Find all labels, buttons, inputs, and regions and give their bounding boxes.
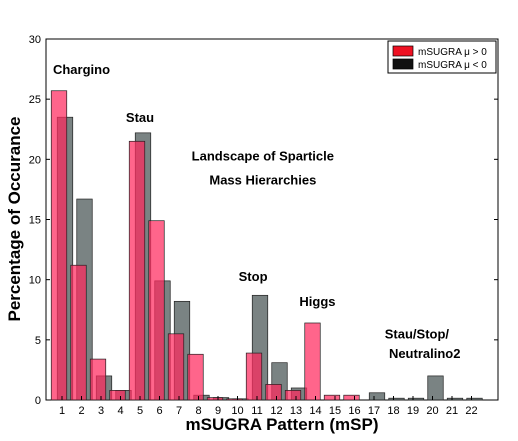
legend: mSUGRA μ > 0 mSUGRA μ < 0 bbox=[387, 40, 497, 74]
x-tick-label: 3 bbox=[98, 405, 104, 417]
bar-mu-positive-15 bbox=[323, 394, 341, 401]
bar-mu-positive-2 bbox=[70, 264, 87, 401]
x-tick-label: 9 bbox=[215, 405, 221, 417]
y-tick-label: 5 bbox=[35, 335, 41, 347]
y-tick-label: 25 bbox=[29, 94, 41, 106]
x-tick-label: 12 bbox=[270, 405, 282, 417]
bar-mu-negative-20 bbox=[427, 375, 444, 401]
annotation: Chargino bbox=[53, 62, 110, 77]
x-tick-label: 11 bbox=[251, 405, 262, 417]
x-tick-label: 14 bbox=[309, 405, 321, 417]
bar-mu-positive-12 bbox=[265, 384, 282, 401]
bar-mu-negative-22 bbox=[466, 397, 483, 401]
bar-mu-negative-21 bbox=[446, 397, 464, 401]
x-tick-label: 22 bbox=[465, 405, 477, 417]
x-tick-label: 1 bbox=[59, 405, 65, 417]
x-tick-label: 19 bbox=[407, 405, 419, 417]
bar-mu-negative-19 bbox=[407, 397, 425, 401]
x-tick-label: 18 bbox=[387, 405, 399, 417]
annotation: Neutralino2 bbox=[389, 346, 461, 361]
annotation: Stau bbox=[126, 110, 154, 125]
x-tick-label: 6 bbox=[156, 405, 162, 417]
bar-mu-positive-1 bbox=[50, 90, 68, 401]
legend-swatch bbox=[392, 58, 414, 70]
x-tick-label: 15 bbox=[329, 405, 341, 417]
bar-mu-positive-4 bbox=[109, 390, 126, 401]
legend-label: mSUGRA μ < 0 bbox=[418, 60, 487, 71]
x-tick-label: 16 bbox=[348, 405, 360, 417]
bar-mu-positive-8 bbox=[187, 353, 204, 401]
y-tick-label: 20 bbox=[29, 154, 41, 166]
plot-area bbox=[45, 38, 499, 401]
y-tick-label: 0 bbox=[35, 395, 41, 407]
annotations: Chargino Stau Landscape of Sparticle Mass H… bbox=[53, 62, 460, 361]
y-tick-label: 10 bbox=[29, 275, 41, 287]
bar-mu-positive-7 bbox=[167, 333, 185, 401]
bar-mu-negative-18 bbox=[388, 397, 405, 401]
bar-mu-positive-16 bbox=[343, 394, 360, 401]
bar-mu-positive-3 bbox=[89, 358, 107, 401]
bar-mu-positive-5 bbox=[128, 140, 146, 401]
y-tick-label: 30 bbox=[29, 34, 41, 46]
x-tick-label: 8 bbox=[195, 405, 201, 417]
bar-mu-positive-6 bbox=[148, 220, 165, 401]
x-tick-label: 21 bbox=[446, 405, 458, 417]
legend-label: mSUGRA μ > 0 bbox=[418, 47, 487, 58]
bar-mu-negative-17 bbox=[368, 392, 386, 401]
bar-mu-positive-13 bbox=[284, 390, 302, 401]
y-tick-label: 15 bbox=[29, 215, 41, 227]
annotation: Stop bbox=[239, 269, 268, 284]
legend-swatch bbox=[392, 45, 414, 57]
x-tick-label: 2 bbox=[78, 405, 84, 417]
x-tick-label: 4 bbox=[117, 405, 123, 417]
bar-mu-positive-9 bbox=[206, 397, 224, 401]
bar-mu-positive-10 bbox=[226, 398, 243, 401]
x-tick-label: 10 bbox=[231, 405, 243, 417]
x-tick-label: 13 bbox=[290, 405, 302, 417]
bar-mu-positive-11 bbox=[245, 352, 263, 401]
x-tick-label: 7 bbox=[176, 405, 182, 417]
annotation: Stau/Stop/ bbox=[385, 327, 450, 342]
x-tick-label: 17 bbox=[368, 405, 380, 417]
annotation: Mass Hierarchies bbox=[209, 173, 316, 188]
y-axis-label: Percentage of Occurance bbox=[5, 116, 24, 321]
bars bbox=[50, 90, 483, 401]
annotation: Landscape of Sparticle bbox=[192, 149, 334, 164]
x-tick-label: 20 bbox=[426, 405, 438, 417]
bar-mu-positive-14 bbox=[304, 322, 321, 401]
x-axis-label: mSUGRA Pattern (mSP) bbox=[185, 415, 378, 434]
annotation: Higgs bbox=[299, 294, 335, 309]
x-tick-label: 5 bbox=[137, 405, 143, 417]
